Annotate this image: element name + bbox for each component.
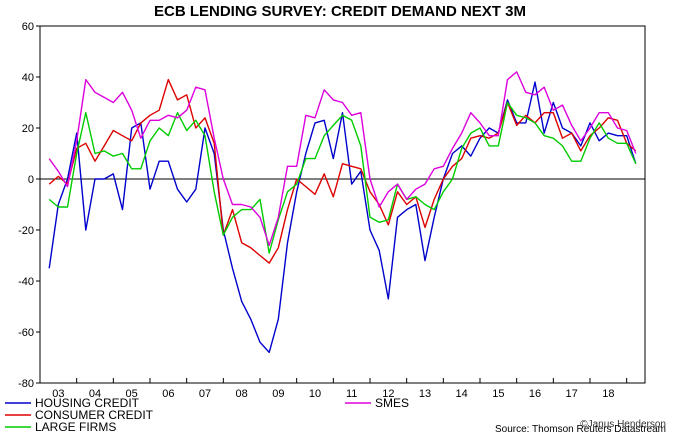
series-line-smes — [48, 71, 637, 247]
legend-label-consumer-credit: CONSUMER CREDIT — [35, 408, 154, 422]
x-tick-label: 04 — [89, 388, 101, 400]
y-tick-label: -80 — [18, 378, 34, 390]
x-tick-label: 10 — [309, 388, 321, 400]
x-tick-label: 15 — [492, 388, 504, 400]
x-tick-label: 03 — [52, 388, 64, 400]
x-tick-label: 17 — [566, 388, 578, 400]
y-tick-label: -20 — [18, 225, 34, 237]
legend-label-housing-credit: HOUSING CREDIT — [35, 396, 140, 410]
legend-label-large-firms: LARGE FIRMS — [35, 420, 116, 434]
x-tick-label: 18 — [602, 388, 614, 400]
x-tick-label: 16 — [529, 388, 541, 400]
x-tick-label: 12 — [382, 388, 394, 400]
x-tick-label: 08 — [236, 388, 248, 400]
series-line-housing-credit — [48, 81, 637, 354]
series-line-large-firms — [48, 101, 637, 254]
x-tick-label: 13 — [419, 388, 431, 400]
legend-label-smes: SMES — [375, 396, 409, 410]
x-tick-label: 09 — [272, 388, 284, 400]
y-tick-label: 20 — [22, 123, 34, 135]
x-tick-label: 07 — [199, 388, 211, 400]
series-line-consumer-credit — [48, 78, 637, 264]
series-group — [48, 71, 637, 354]
y-tick-label: -40 — [18, 276, 34, 288]
source-note: Source: Thomson Reuters Datastream — [495, 424, 666, 435]
y-tick-label: 0 — [28, 174, 34, 186]
x-tick-label: 14 — [456, 388, 468, 400]
y-tick-label: 40 — [22, 72, 34, 84]
y-tick-label: -60 — [18, 327, 34, 339]
x-tick-label: 06 — [162, 388, 174, 400]
plot-frame — [39, 25, 646, 384]
watermark: ©Janus Henderson — [580, 419, 666, 430]
x-tick-label: 11 — [346, 388, 357, 400]
x-tick-label: 05 — [126, 388, 138, 400]
axes: -80 -60 -40 -20 0 20 40 60 03 04 05 06 07 08 09 10 11 12 1… — [18, 21, 646, 400]
y-tick-label: 60 — [22, 21, 34, 33]
chart-title: ECB LENDING SURVEY: CREDIT DEMAND NEXT 3… — [154, 3, 526, 20]
